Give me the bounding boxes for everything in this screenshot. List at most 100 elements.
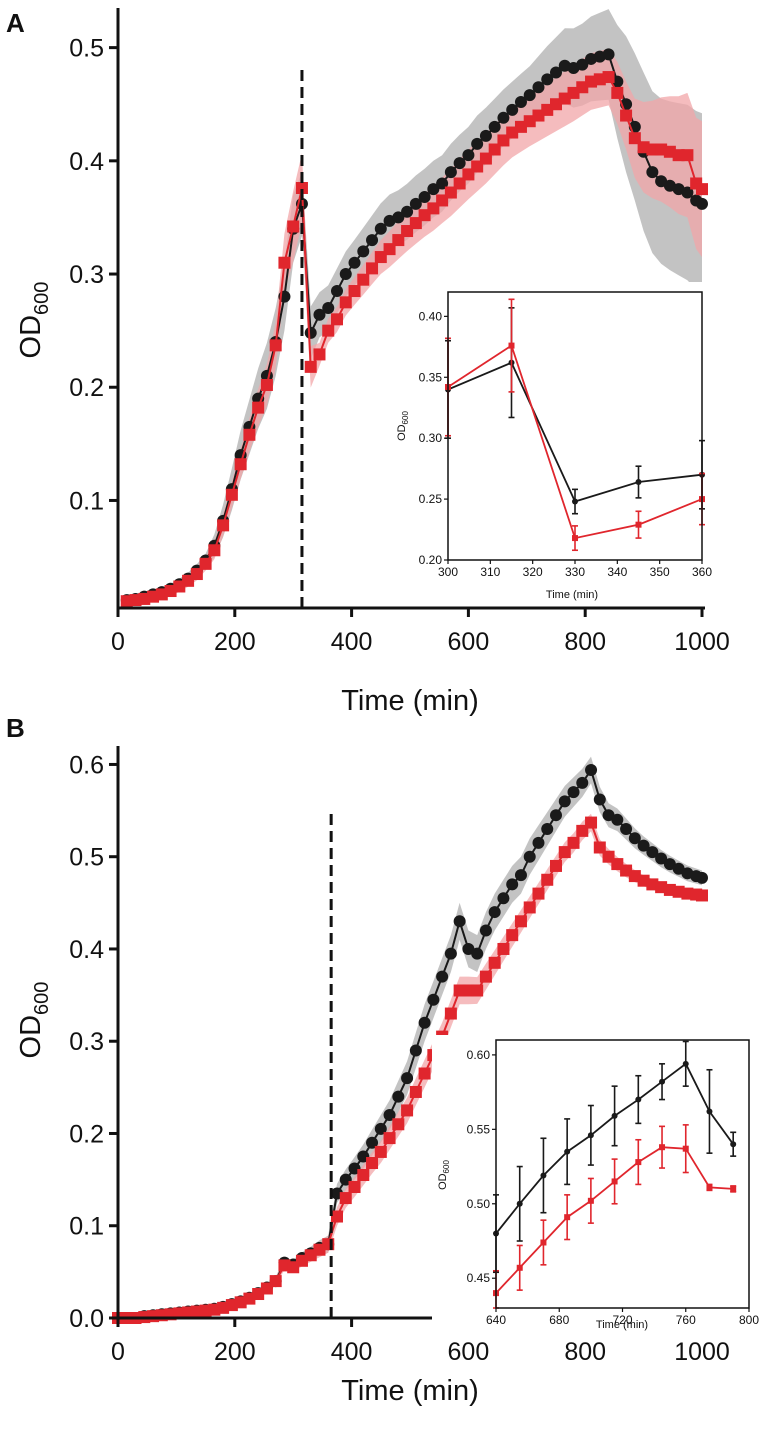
panel-a-red-point: [287, 220, 300, 233]
panel-b-inset-black-point: [564, 1148, 571, 1155]
panel-a-black-point: [366, 234, 379, 247]
panel-a-inset-y-tick-label: 0.20: [419, 553, 443, 567]
panel-a-red-point: [313, 348, 326, 361]
panel-a-red-point: [681, 149, 694, 162]
panel-a-black-point: [348, 256, 361, 269]
panel-b-inset: 640 680 720 760 800 0.45 0.50 0.55 0.60 Time (mi…: [432, 1035, 764, 1331]
panel-b-black-point: [453, 915, 466, 928]
panel-b-series: [112, 763, 708, 1324]
panel-a-black-point: [339, 268, 352, 281]
panel-b-black-point: [418, 1016, 431, 1029]
panel-a-x-tick-label: 200: [214, 628, 256, 656]
panel-a-black-point: [444, 166, 457, 179]
panel-b-red-point: [696, 889, 708, 902]
panel-b-inset-background: [432, 1035, 764, 1331]
panel-a-series: [120, 48, 708, 608]
panel-b-inset-x-label: Time (min): [596, 1319, 648, 1331]
panel-b-inset-x-tick-label: 640: [486, 1313, 506, 1327]
panel-a-inset-x-tick-label: 330: [565, 565, 585, 579]
panel-b-inset-red-point: [730, 1185, 737, 1192]
panel-b-black-point: [444, 947, 457, 960]
panel-b-y-label-main: OD: [15, 1015, 47, 1059]
panel-b-inset-black-point: [730, 1141, 737, 1148]
panel-a-black-point: [523, 89, 536, 102]
panel-a-inset-red-point: [508, 342, 515, 349]
panel-a-black-point: [418, 191, 431, 204]
panel-b-black-point: [628, 832, 641, 845]
panel-b-red-point: [479, 970, 492, 983]
panel-b-inset-x-tick-label: 720: [612, 1313, 632, 1327]
panel-b-red-point: [348, 1180, 361, 1193]
panel-a-red-point: [488, 143, 501, 156]
panel-b-red-point: [558, 846, 571, 859]
panel-a-black-point: [453, 157, 466, 170]
panel-a-red-point: [269, 339, 282, 352]
panel-a-y-label-main: OD: [15, 315, 47, 359]
panel-b-black-point: [558, 795, 571, 808]
panel-a-red-point: [479, 152, 492, 165]
panel-b-inset-y-tick-label: 0.60: [467, 1048, 491, 1062]
panel-a-inset-content: 300 310 320 330 340 350 360 0.20 0.25 0.30 0.35 0.4…: [419, 291, 712, 579]
panel-b: B 0 200 400 600 800 1000 0.0 0.1 0.2 0.3 0.4 0.5 0.6…: [6, 713, 764, 1407]
panel-b-red-point: [523, 901, 536, 914]
panel-a-black-point: [576, 58, 589, 71]
panel-b-inset-black-point: [611, 1112, 618, 1119]
panel-b-red-point: [550, 859, 562, 872]
panel-b-black-point: [567, 786, 580, 799]
panel-b-red-point: [374, 1145, 387, 1158]
panel-a-inset-x-label: Time (min): [546, 589, 598, 601]
panel-a-black-point: [696, 197, 708, 210]
panel-a-inset-x-tick-label: 310: [480, 565, 500, 579]
panel-b-x-tick-label: 600: [448, 1338, 490, 1366]
panel-b-y-tick-label: 0.6: [69, 751, 104, 779]
panel-a-black-point: [646, 166, 659, 179]
panel-a-y-tick-label: 0.4: [69, 148, 104, 176]
panel-b-red-point: [392, 1118, 405, 1131]
panel-b-black-point: [655, 852, 668, 865]
panel-b-black-point: [646, 846, 659, 859]
panel-a-black-point: [436, 177, 449, 190]
panel-a-black-point: [514, 95, 527, 108]
panel-b-black-point: [506, 878, 519, 891]
panel-a-red-point: [304, 360, 317, 373]
panel-a-red-point: [696, 183, 708, 196]
panel-b-inset-y-label-main: OD: [437, 1173, 449, 1190]
panel-a-red-error-band: [126, 48, 703, 604]
panel-a: A 0 200 400 600 800 1000 0.1 0.2 0.3 0.4 0.5 Time …: [6, 8, 730, 717]
panel-a-red-point: [252, 401, 265, 414]
panel-a-red-point: [348, 285, 361, 298]
panel-b-red-point: [357, 1169, 370, 1181]
panel-b-inset-black-point: [682, 1060, 689, 1067]
panel-a-red-point: [260, 378, 273, 391]
panel-b-red-point: [488, 956, 501, 969]
panel-b-y-tick-label: 0.4: [69, 936, 104, 964]
panel-a-red-point: [331, 313, 343, 326]
panel-b-y-tick-label: 0.0: [69, 1305, 104, 1333]
panel-b-black-point: [479, 924, 492, 937]
panel-a-black-point: [550, 66, 562, 79]
panel-b-inset-y-tick-label: 0.50: [467, 1197, 491, 1211]
panel-a-inset-y-label-sub: 600: [401, 411, 410, 425]
panel-a-black-point: [401, 205, 414, 218]
panel-b-black-point: [585, 763, 598, 776]
panel-a-inset-y-tick-label: 0.25: [419, 492, 443, 506]
panel-b-black-point: [366, 1136, 379, 1149]
panel-b-inset-y-tick-label: 0.45: [467, 1271, 491, 1285]
panel-b-black-point: [436, 970, 449, 983]
panel-b-inset-black-point: [540, 1172, 547, 1179]
panel-a-black-point: [392, 211, 405, 224]
panel-a-red-point: [611, 86, 624, 99]
panel-a-inset-y-tick-label: 0.40: [419, 309, 443, 323]
panel-b-inset-black-point: [587, 1132, 594, 1139]
panel-b-black-point: [593, 793, 606, 806]
panel-a-black-point: [357, 245, 370, 258]
panel-a-black-point: [602, 48, 615, 61]
panel-a-black-point: [462, 149, 475, 162]
panel-b-black-point: [523, 850, 536, 863]
panel-a-black-point: [331, 285, 343, 298]
panel-a-x-tick-label: 400: [331, 628, 373, 656]
panel-b-inset-y-label-sub: 600: [442, 1160, 451, 1174]
panel-a-black-point: [427, 183, 440, 196]
panel-a-inset-x-tick-label: 360: [692, 565, 712, 579]
